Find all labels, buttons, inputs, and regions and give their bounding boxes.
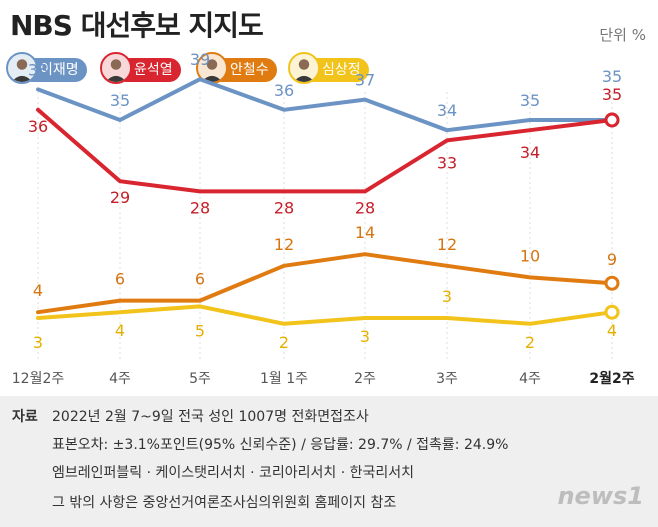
series-line-2 — [36, 252, 614, 315]
data-label-3-5: 3 — [442, 287, 452, 306]
line-chart: 12월2주 4주 5주 1월 1주 2주 3주 4주 2월2주3835393637343535… — [12, 50, 635, 387]
data-label-3-3: 2 — [279, 333, 289, 352]
data-label-2-4: 14 — [355, 223, 375, 242]
series-end-marker-1 — [604, 112, 620, 128]
source-label: 자료 — [12, 409, 38, 425]
data-label-1-3: 28 — [274, 198, 294, 217]
unit-label: 단위 % — [599, 26, 646, 44]
candidate-1-photo-icon — [100, 52, 132, 84]
x-tick-label-7: 2월2주 — [589, 370, 634, 387]
x-tick-label-0: 12월2주 — [12, 371, 65, 387]
x-tick-label-6: 4주 — [519, 371, 541, 387]
data-label-3-4: 3 — [360, 327, 370, 346]
x-tick-label-1: 4주 — [109, 371, 131, 387]
x-tick-label-5: 3주 — [436, 371, 458, 387]
source-line-4: 그 밖의 사항은 중앙선거여론조사심의위원회 홈페이지 참조 — [52, 495, 397, 511]
data-label-3-0: 3 — [33, 333, 43, 352]
source-footer: 자료 2022년 2월 7~9일 전국 성인 1007명 전화면접조사 표본오차… — [0, 396, 658, 527]
data-label-2-0: 4 — [33, 281, 43, 300]
source-line-3: 엠브레인퍼블릭 · 케이스탯리서치 · 코리아리서치 · 한국리서치 — [52, 465, 415, 481]
data-label-1-1: 29 — [110, 188, 130, 207]
data-label-1-7: 35 — [602, 85, 622, 104]
data-label-0-0: 38 — [28, 60, 48, 79]
data-label-2-2: 6 — [195, 270, 205, 289]
x-tick-label-2: 5주 — [189, 371, 211, 387]
data-label-2-6: 10 — [520, 246, 540, 265]
data-label-2-3: 12 — [274, 235, 294, 254]
data-label-3-7: 4 — [607, 321, 617, 340]
candidate-0-photo-icon — [6, 52, 38, 84]
data-label-3-1: 4 — [115, 321, 125, 340]
data-label-0-4: 37 — [355, 71, 375, 90]
data-label-0-6: 35 — [520, 91, 540, 110]
data-label-1-0: 36 — [28, 117, 48, 136]
series-line-3 — [36, 304, 614, 326]
series-line-0 — [36, 77, 614, 133]
series-line-1 — [36, 107, 614, 194]
news1-logo: news1 — [557, 482, 644, 510]
data-label-0-3: 36 — [274, 81, 294, 100]
series-end-marker-3 — [604, 304, 620, 320]
data-label-2-5: 12 — [437, 235, 457, 254]
data-label-1-2: 28 — [190, 198, 210, 217]
data-label-0-7: 35 — [602, 67, 622, 86]
data-label-1-6: 34 — [520, 143, 540, 162]
data-label-0-5: 34 — [437, 101, 457, 120]
source-line-2: 표본오차: ±3.1%포인트(95% 신뢰수준) / 응답률: 29.7% / … — [52, 437, 509, 453]
x-tick-label-3: 1월 1주 — [260, 371, 308, 387]
candidate-3-photo-icon — [288, 52, 320, 84]
data-label-0-1: 35 — [110, 91, 130, 110]
chart-title: NBS 대선후보 지지도 — [10, 9, 264, 42]
source-line-1: 2022년 2월 7~9일 전국 성인 1007명 전화면접조사 — [52, 409, 369, 425]
data-label-2-7: 9 — [607, 250, 617, 269]
data-label-1-4: 28 — [355, 198, 375, 217]
x-tick-label-4: 2주 — [354, 371, 376, 387]
data-label-0-2: 39 — [190, 50, 210, 69]
data-label-3-2: 5 — [195, 321, 205, 340]
data-label-3-6: 2 — [525, 333, 535, 352]
data-label-1-5: 33 — [437, 153, 457, 172]
data-label-2-1: 6 — [115, 270, 125, 289]
series-end-marker-2 — [604, 275, 620, 291]
